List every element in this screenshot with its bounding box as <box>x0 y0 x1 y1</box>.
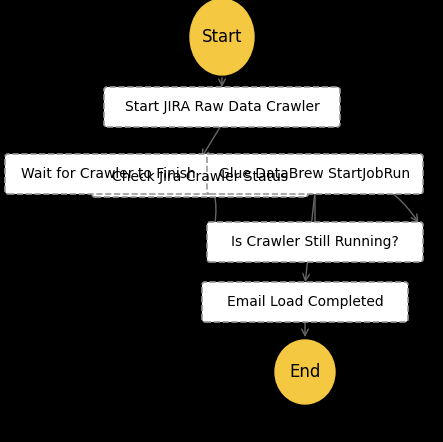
FancyBboxPatch shape <box>207 222 423 262</box>
Text: Start JIRA Raw Data Crawler: Start JIRA Raw Data Crawler <box>124 100 319 114</box>
Text: Is Crawler Still Running?: Is Crawler Still Running? <box>231 235 399 249</box>
FancyBboxPatch shape <box>5 154 211 194</box>
Ellipse shape <box>275 340 335 404</box>
FancyBboxPatch shape <box>92 157 308 197</box>
FancyBboxPatch shape <box>104 87 340 127</box>
Text: End: End <box>289 363 321 381</box>
Text: Start: Start <box>202 28 242 46</box>
Text: Glue DataBrew StartJobRun: Glue DataBrew StartJobRun <box>219 167 411 181</box>
Text: Email Load Completed: Email Load Completed <box>227 295 383 309</box>
FancyBboxPatch shape <box>207 154 423 194</box>
Text: Check Jira Crawler Status: Check Jira Crawler Status <box>112 170 288 184</box>
Text: Wait for Crawler to Finish: Wait for Crawler to Finish <box>21 167 195 181</box>
FancyBboxPatch shape <box>202 282 408 322</box>
Ellipse shape <box>190 0 254 75</box>
